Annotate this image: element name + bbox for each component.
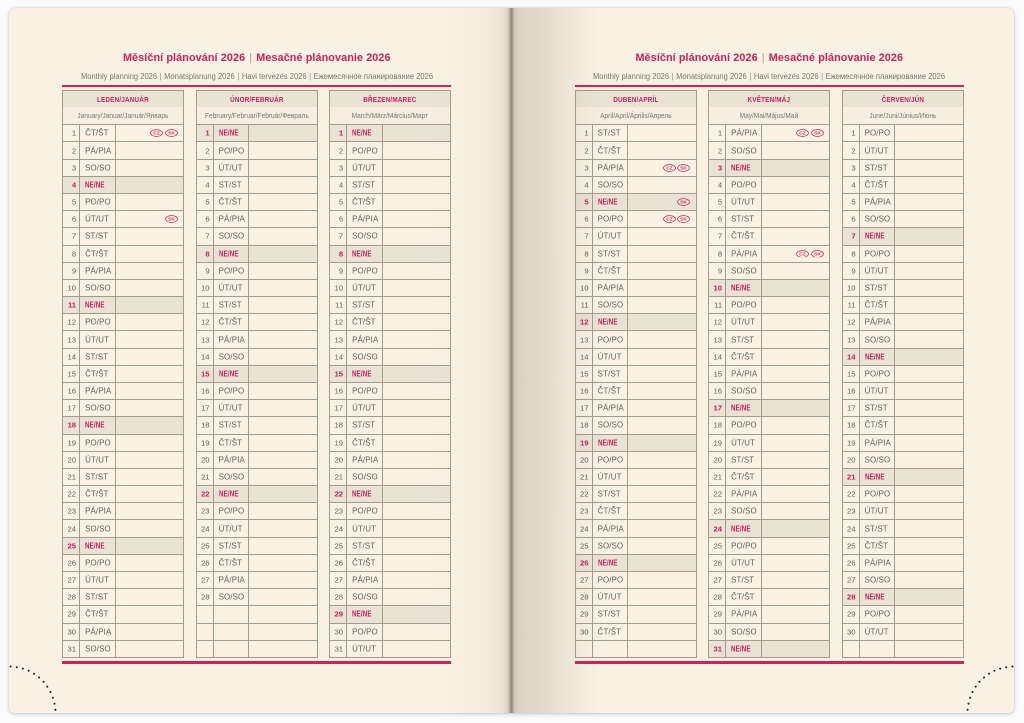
svg-text:CZ: CZ (799, 131, 805, 137)
svg-text:SK: SK (814, 251, 821, 257)
svg-text:SK: SK (680, 217, 687, 223)
svg-text:CZ: CZ (666, 165, 672, 171)
svg-text:CZ: CZ (799, 251, 805, 257)
svg-text:SK: SK (814, 131, 821, 137)
svg-text:SK: SK (680, 165, 687, 171)
svg-text:CZ: CZ (666, 217, 672, 223)
svg-text:SK: SK (168, 131, 175, 137)
svg-text:CZ: CZ (153, 131, 159, 137)
svg-text:SK: SK (680, 200, 687, 206)
svg-text:SK: SK (168, 217, 175, 223)
